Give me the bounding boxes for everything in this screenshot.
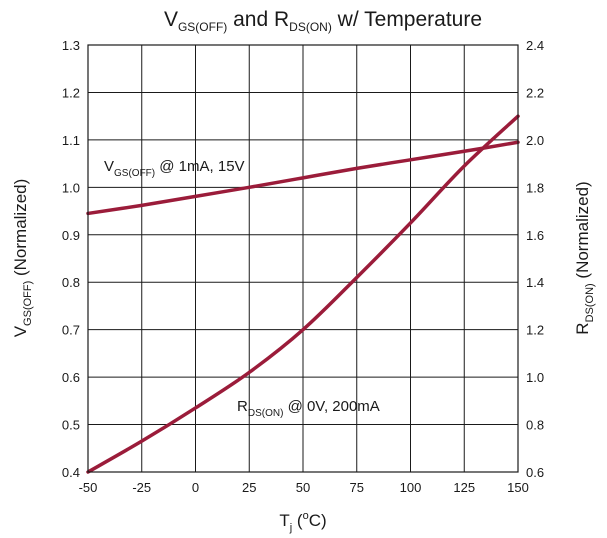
- xlabel-end: C): [309, 511, 327, 530]
- vgs-off-series-line: [86, 140, 520, 216]
- x-tick-label: 150: [507, 480, 529, 495]
- tick-labels: -50 -25 0 25 50 75 100 125 150 0.4 0.5 0.6 0.7 0.8 0.9…: [62, 38, 544, 495]
- y-right-tick-label: 1.2: [526, 323, 544, 338]
- x-tick-label: 50: [296, 480, 310, 495]
- x-axis-title: Tj (oC): [279, 510, 326, 534]
- title-sub2: DS(ON): [289, 20, 332, 34]
- y-right-tick-label: 1.6: [526, 228, 544, 243]
- y-right-tick-label: 1.0: [526, 370, 544, 385]
- rds-on-series-line: [86, 114, 520, 474]
- rds-series-label: RDS(ON) @ 0V, 200mA: [237, 398, 380, 419]
- ylabel-right-main: R: [573, 322, 592, 334]
- x-tick-label: -25: [132, 480, 151, 495]
- x-tick-label: 25: [242, 480, 256, 495]
- y-right-tick-label: 2.0: [526, 133, 544, 148]
- title-sub: GS(OFF): [178, 20, 227, 34]
- vgs-series-label: VGS(OFF) @ 1mA, 15V: [104, 158, 245, 179]
- ylabel-right-end: (Normalized): [573, 181, 592, 283]
- y-left-tick-label: 1.2: [62, 85, 80, 100]
- ylabel-right-sub: DS(ON): [584, 283, 596, 322]
- series-group: [86, 114, 520, 474]
- y-left-tick-label: 1.3: [62, 38, 80, 53]
- y-right-tick-label: 2.2: [526, 85, 544, 100]
- xlabel-sub: j: [289, 522, 292, 534]
- y-right-tick-label: 1.4: [526, 275, 544, 290]
- title-mid: and R: [227, 8, 289, 31]
- x-tick-label: 0: [192, 480, 199, 495]
- y-left-tick-label: 0.6: [62, 370, 80, 385]
- rds-label-sub: DS(ON): [248, 408, 284, 419]
- y-right-tick-label: 1.8: [526, 180, 544, 195]
- chart-title: VGS(OFF) and RDS(ON) w/ Temperature: [164, 8, 482, 34]
- ylabel-left-main: V: [11, 325, 30, 337]
- x-tick-label: 125: [453, 480, 475, 495]
- rds-label-main: R: [237, 398, 248, 415]
- y-left-tick-label: 0.4: [62, 465, 80, 480]
- ylabel-left-sub: GS(OFF): [22, 281, 34, 326]
- y-right-axis-title: RDS(ON) (Normalized): [573, 181, 596, 334]
- x-tick-label: 100: [400, 480, 422, 495]
- y-right-tick-label: 0.6: [526, 465, 544, 480]
- xlabel-mid: (: [292, 511, 303, 530]
- grid: [88, 45, 518, 472]
- y-left-axis-title: VGS(OFF) (Normalized): [11, 179, 34, 338]
- plot-frame: [87, 44, 519, 473]
- title-main: V: [164, 8, 178, 31]
- y-left-tick-label: 1.1: [62, 133, 80, 148]
- y-right-tick-label: 0.8: [526, 418, 544, 433]
- xlabel-main: T: [279, 511, 289, 530]
- y-left-tick-label: 0.7: [62, 323, 80, 338]
- x-tick-label: -50: [79, 480, 98, 495]
- vgs-label-end: @ 1mA, 15V: [155, 158, 244, 175]
- vgs-label-sub: GS(OFF): [114, 168, 155, 179]
- y-left-tick-label: 0.9: [62, 228, 80, 243]
- y-right-tick-label: 2.4: [526, 38, 544, 53]
- y-left-tick-label: 0.8: [62, 275, 80, 290]
- ylabel-left-end: (Normalized): [11, 179, 30, 281]
- y-left-tick-label: 0.5: [62, 418, 80, 433]
- y-left-tick-label: 1.0: [62, 180, 80, 195]
- title-end: w/ Temperature: [332, 8, 482, 31]
- xlabel-sup: o: [303, 510, 309, 522]
- x-tick-label: 75: [350, 480, 364, 495]
- rds-label-end: @ 0V, 200mA: [283, 398, 379, 415]
- vgs-label-main: V: [104, 158, 114, 175]
